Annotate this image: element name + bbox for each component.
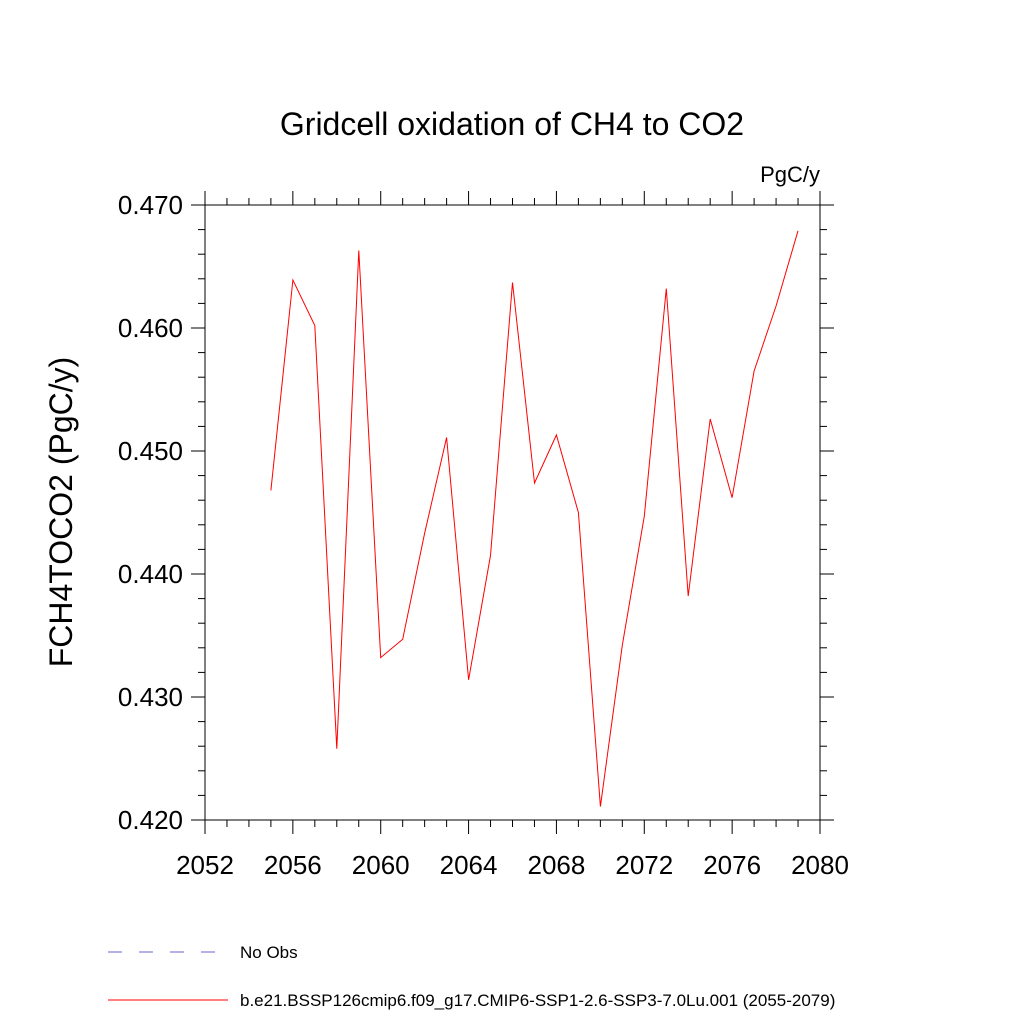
legend-label: b.e21.BSSP126cmip6.f09_g17.CMIP6-SSP1-2.… — [240, 991, 835, 1010]
y-tick-label: 0.470 — [118, 190, 183, 220]
y-tick-label: 0.430 — [118, 682, 183, 712]
legend: No Obs b.e21.BSSP126cmip6.f09_g17.CMIP6-S… — [108, 943, 835, 1010]
series-line-0 — [270, 230, 799, 807]
x-tick-label: 2060 — [352, 850, 410, 880]
x-tick-label: 2052 — [176, 850, 234, 880]
x-tick-label: 2064 — [440, 850, 498, 880]
x-tick-label: 2068 — [528, 850, 586, 880]
x-tick-label: 2072 — [615, 850, 673, 880]
chart-title: Gridcell oxidation of CH4 to CO2 — [280, 106, 744, 142]
series-layer — [270, 230, 799, 807]
y-tick-label: 0.460 — [118, 313, 183, 343]
x-tick-label: 2080 — [791, 850, 849, 880]
legend-label: No Obs — [240, 943, 298, 962]
axis-ticks: 2052 2056 2060 2064 2068 2072 2076 2080 0.420 0.4… — [118, 190, 849, 880]
units-label: PgC/y — [760, 162, 820, 187]
x-tick-label: 2076 — [703, 850, 761, 880]
y-tick-label: 0.450 — [118, 436, 183, 466]
y-tick-label: 0.420 — [118, 805, 183, 835]
plot-frame — [204, 204, 821, 821]
y-axis-label: FCH4TOCO2 (PgC/y) — [43, 357, 79, 668]
x-tick-label: 2056 — [264, 850, 322, 880]
y-tick-label: 0.440 — [118, 559, 183, 589]
